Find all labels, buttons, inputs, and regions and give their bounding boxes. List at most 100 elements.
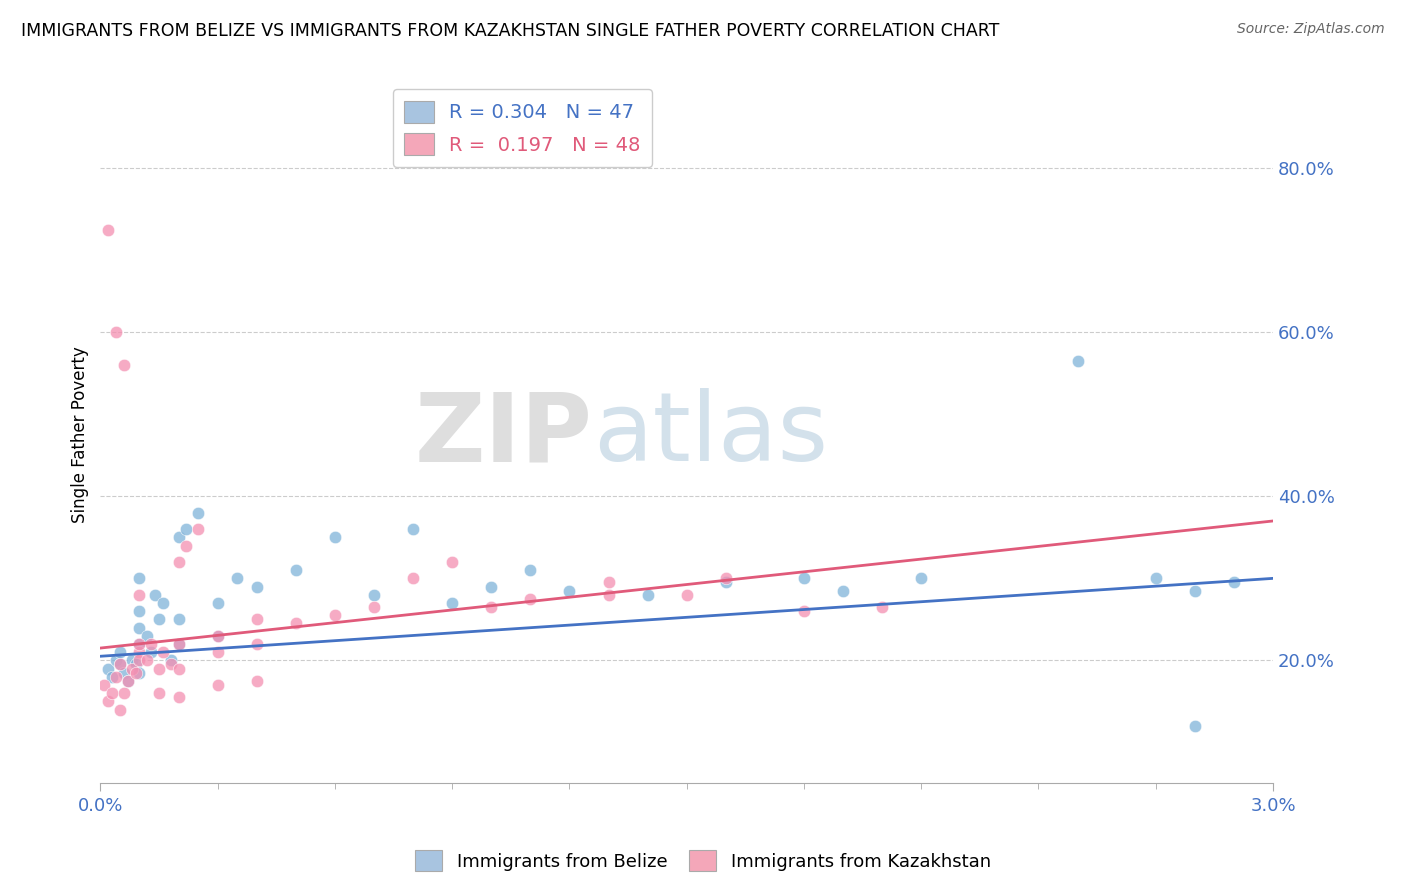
Point: [148, 662, 170, 676]
Point: [136, 629, 159, 643]
Point: [143, 588, 166, 602]
Point: [246, 673, 269, 688]
Point: [104, 326, 127, 340]
Point: [141, 645, 163, 659]
Y-axis label: Single Father Poverty: Single Father Poverty: [72, 346, 89, 524]
Point: [167, 612, 190, 626]
Point: [121, 662, 143, 676]
Text: ZIP: ZIP: [415, 388, 593, 482]
Point: [793, 571, 815, 585]
Point: [128, 571, 150, 585]
Point: [121, 653, 143, 667]
Point: [124, 657, 146, 672]
Point: [124, 665, 146, 680]
Point: [104, 670, 127, 684]
Point: [207, 629, 229, 643]
Point: [246, 612, 269, 626]
Point: [141, 637, 163, 651]
Legend: Immigrants from Belize, Immigrants from Kazakhstan: Immigrants from Belize, Immigrants from …: [408, 843, 998, 879]
Point: [117, 673, 139, 688]
Point: [714, 571, 737, 585]
Point: [1144, 571, 1167, 585]
Point: [128, 645, 150, 659]
Point: [246, 637, 269, 651]
Point: [598, 575, 620, 590]
Point: [323, 530, 346, 544]
Point: [97, 694, 120, 708]
Point: [793, 604, 815, 618]
Point: [108, 657, 131, 672]
Point: [637, 588, 659, 602]
Point: [479, 600, 502, 615]
Point: [112, 665, 135, 680]
Point: [93, 678, 115, 692]
Point: [479, 580, 502, 594]
Point: [1184, 719, 1206, 733]
Point: [832, 583, 855, 598]
Point: [870, 600, 893, 615]
Point: [128, 621, 150, 635]
Point: [148, 612, 170, 626]
Point: [714, 575, 737, 590]
Point: [187, 506, 209, 520]
Point: [167, 637, 190, 651]
Point: [108, 645, 131, 659]
Point: [167, 637, 190, 651]
Point: [159, 653, 181, 667]
Point: [207, 629, 229, 643]
Point: [97, 223, 120, 237]
Point: [1184, 583, 1206, 598]
Point: [128, 665, 150, 680]
Point: [167, 690, 190, 705]
Point: [176, 539, 198, 553]
Point: [104, 653, 127, 667]
Point: [128, 604, 150, 618]
Point: [519, 563, 541, 577]
Point: [101, 670, 124, 684]
Point: [598, 588, 620, 602]
Text: IMMIGRANTS FROM BELIZE VS IMMIGRANTS FROM KAZAKHSTAN SINGLE FATHER POVERTY CORRE: IMMIGRANTS FROM BELIZE VS IMMIGRANTS FRO…: [21, 22, 1000, 40]
Point: [128, 637, 150, 651]
Point: [675, 588, 697, 602]
Point: [1066, 354, 1088, 368]
Point: [207, 645, 229, 659]
Point: [441, 555, 464, 569]
Point: [159, 657, 181, 672]
Point: [519, 591, 541, 606]
Point: [167, 555, 190, 569]
Legend: R = 0.304   N = 47, R =  0.197   N = 48: R = 0.304 N = 47, R = 0.197 N = 48: [392, 89, 652, 167]
Point: [363, 600, 385, 615]
Point: [128, 653, 150, 667]
Point: [441, 596, 464, 610]
Text: Source: ZipAtlas.com: Source: ZipAtlas.com: [1237, 22, 1385, 37]
Point: [128, 588, 150, 602]
Point: [176, 522, 198, 536]
Point: [108, 657, 131, 672]
Point: [207, 596, 229, 610]
Point: [284, 616, 307, 631]
Point: [101, 686, 124, 700]
Text: atlas: atlas: [593, 388, 828, 482]
Point: [246, 580, 269, 594]
Point: [167, 530, 190, 544]
Point: [108, 702, 131, 716]
Point: [136, 653, 159, 667]
Point: [152, 645, 174, 659]
Point: [167, 662, 190, 676]
Point: [152, 596, 174, 610]
Point: [117, 673, 139, 688]
Point: [207, 678, 229, 692]
Point: [187, 522, 209, 536]
Point: [97, 662, 120, 676]
Point: [1223, 575, 1246, 590]
Point: [226, 571, 249, 585]
Point: [112, 686, 135, 700]
Point: [558, 583, 581, 598]
Point: [128, 637, 150, 651]
Point: [363, 588, 385, 602]
Point: [112, 358, 135, 372]
Point: [148, 686, 170, 700]
Point: [284, 563, 307, 577]
Point: [323, 608, 346, 623]
Point: [402, 571, 425, 585]
